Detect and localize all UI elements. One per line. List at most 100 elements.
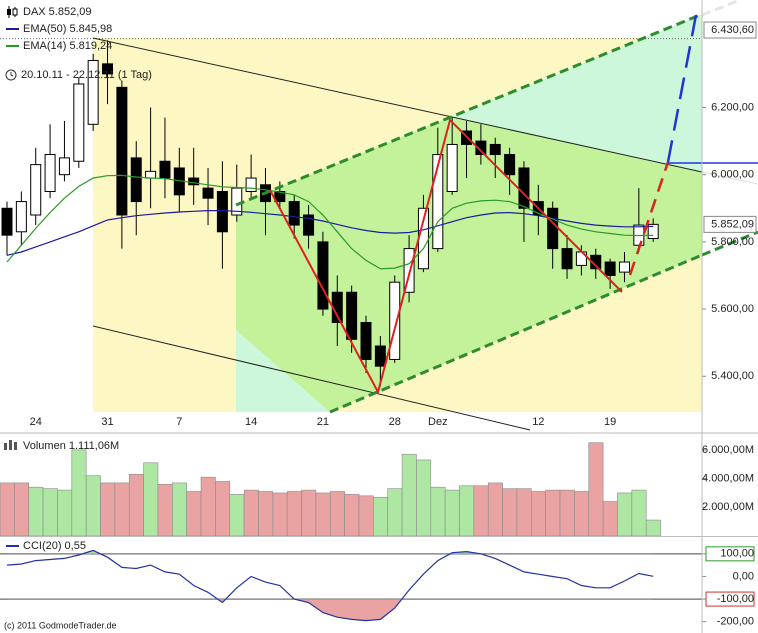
marks <box>0 40 706 623</box>
candle-body <box>58 157 70 176</box>
volume-bar <box>401 453 417 537</box>
y-tick-label: -100,00 <box>717 593 754 605</box>
volume-bar <box>157 484 173 537</box>
x-tick-label: 14 <box>245 416 257 428</box>
candle-body <box>87 59 99 125</box>
copyright: (c) 2011 GodmodeTrader.de <box>4 620 117 630</box>
x-tick-label: 12 <box>532 416 544 428</box>
channel-line <box>701 230 758 257</box>
candle-body <box>188 177 200 186</box>
candle-body <box>317 241 329 310</box>
volume-bar <box>71 449 87 537</box>
candle-body <box>130 157 142 203</box>
trend-line <box>701 171 758 185</box>
candle-body <box>518 167 530 209</box>
tick-box <box>705 591 755 607</box>
candle-body <box>618 261 630 273</box>
x-tick-label: 19 <box>604 416 616 428</box>
y-tick-label: 6.000,00M <box>702 444 754 456</box>
candle-body <box>547 207 559 250</box>
price-marker-label: 6.430,60 <box>711 24 754 36</box>
candle-body <box>159 160 171 179</box>
legend-label: EMA(14) 5.819,24 <box>23 40 112 52</box>
legend-swatch <box>4 443 7 450</box>
candle-body <box>30 164 42 216</box>
volume-bar <box>617 492 633 537</box>
price-marker <box>703 21 757 39</box>
volume-bar <box>0 482 15 537</box>
legend-swatch <box>9 440 12 450</box>
channel-line <box>329 253 703 414</box>
volume-bar <box>143 462 159 537</box>
price-marker-label: 5.852,09 <box>711 218 754 230</box>
candle-body <box>604 261 616 276</box>
cci-fill <box>217 599 402 621</box>
price-marker <box>703 215 757 233</box>
candle-body <box>432 154 444 250</box>
volume-bar <box>631 489 647 537</box>
volume-bar <box>516 488 532 537</box>
y-tick-label: 6.200,00 <box>711 101 754 113</box>
volume-bar <box>85 475 101 537</box>
volume-bar <box>301 489 317 537</box>
volume-bar <box>200 476 216 537</box>
candle-body <box>374 345 386 367</box>
panel-title: Volumen 1.111,06M <box>23 440 119 452</box>
volume-bar <box>444 489 460 537</box>
volume-bar <box>286 491 302 537</box>
legend-label: CCI(20) 0,55 <box>23 540 86 552</box>
candle-body <box>44 154 56 192</box>
x-tick-label: 21 <box>317 416 329 428</box>
drawings <box>0 0 758 431</box>
y-tick-label: 5.400,00 <box>711 370 754 382</box>
legend-swatch <box>7 9 11 15</box>
volume-bar <box>344 494 360 537</box>
y-tick-label: 6.000,00 <box>711 169 754 181</box>
volume-bar <box>373 496 389 537</box>
candle-body <box>288 201 300 226</box>
volume-bar <box>459 485 475 537</box>
candle-body <box>346 291 358 340</box>
y-tick-label: 100,00 <box>720 548 754 560</box>
volume-bar <box>559 489 575 537</box>
x-tick-label: 7 <box>176 416 182 428</box>
legend-label: EMA(50) 5.845,98 <box>23 23 112 35</box>
candle-body <box>102 63 114 75</box>
candle-body <box>145 170 157 179</box>
volume-bar <box>128 474 144 537</box>
trend-line <box>92 325 531 431</box>
candle-body <box>504 154 516 176</box>
volume-bar <box>502 488 518 537</box>
candle-body <box>245 177 257 192</box>
candle-body <box>489 143 501 156</box>
candle-body <box>647 223 659 240</box>
volume-bar <box>487 482 503 537</box>
volume-bar <box>114 482 130 537</box>
channel-area <box>236 15 702 205</box>
volume-bar <box>172 482 187 537</box>
legend-swatch <box>12 8 18 16</box>
projection-line <box>666 14 698 163</box>
volume-bar <box>531 491 546 537</box>
tick-box <box>705 546 755 562</box>
candle-body <box>446 143 458 192</box>
volume-bar <box>42 488 58 537</box>
volume-bar <box>588 442 604 537</box>
candle-body <box>389 281 401 360</box>
legend-swatch <box>14 442 17 450</box>
candle-body <box>116 86 128 216</box>
x-tick-label: 31 <box>101 416 113 428</box>
volume-bar <box>243 489 259 537</box>
volume-bar <box>215 481 231 537</box>
candle-body <box>1 207 13 236</box>
volume-bar <box>387 488 403 537</box>
trend-line <box>92 37 703 173</box>
volume-bar <box>602 501 618 537</box>
y-tick-label: 0,00 <box>733 570 754 582</box>
channel-line <box>701 0 741 17</box>
volume-bar <box>645 519 661 537</box>
x-tick-label: 24 <box>30 416 42 428</box>
x-tick-label: 28 <box>389 416 401 428</box>
